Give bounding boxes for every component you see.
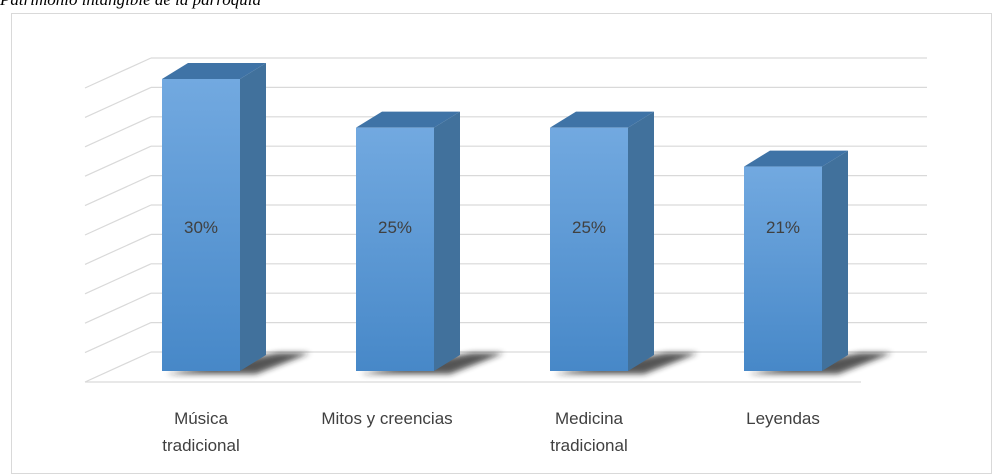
figure-caption: Patrimonio intangible de la parroquia bbox=[0, 0, 995, 12]
data-label: 30% bbox=[184, 218, 218, 237]
side-gridline bbox=[84, 204, 152, 236]
data-label: 21% bbox=[766, 218, 800, 237]
category-label: Leyendas bbox=[746, 409, 820, 428]
category-label: tradicional bbox=[162, 436, 240, 455]
chart-frame: 30% Música tradicional 25% Mitos y creencias… bbox=[11, 13, 992, 474]
bar-side bbox=[434, 111, 460, 372]
bars bbox=[162, 63, 892, 374]
side-gridline bbox=[84, 233, 152, 265]
category-label: Mitos y creencias bbox=[321, 409, 452, 428]
side-gridline bbox=[84, 175, 152, 207]
side-gridline bbox=[84, 322, 152, 354]
side-gridline bbox=[84, 145, 152, 177]
bar-top bbox=[162, 63, 266, 79]
category-label: Medicina bbox=[555, 409, 624, 428]
bar-side bbox=[240, 63, 266, 371]
side-gridline bbox=[84, 263, 152, 295]
bar bbox=[744, 166, 822, 371]
data-label: 25% bbox=[572, 218, 606, 237]
bar-top bbox=[356, 111, 460, 128]
category-label: Música bbox=[174, 409, 228, 428]
bar-chart: 30% Música tradicional 25% Mitos y creencias… bbox=[84, 57, 927, 455]
data-label: 25% bbox=[378, 218, 412, 237]
labels: 30% Música tradicional 25% Mitos y creencias… bbox=[162, 218, 820, 455]
side-gridline bbox=[84, 86, 152, 118]
bar bbox=[162, 79, 240, 371]
side-gridline bbox=[84, 57, 152, 89]
bar bbox=[356, 127, 434, 372]
bar-side bbox=[822, 150, 848, 371]
category-label: tradicional bbox=[550, 436, 628, 455]
bar bbox=[550, 127, 628, 372]
bar-top bbox=[744, 150, 848, 167]
bar-top bbox=[550, 111, 654, 128]
side-gridline bbox=[84, 116, 152, 148]
side-gridline bbox=[84, 292, 152, 324]
side-gridline bbox=[84, 351, 152, 383]
bar-side bbox=[628, 111, 654, 372]
